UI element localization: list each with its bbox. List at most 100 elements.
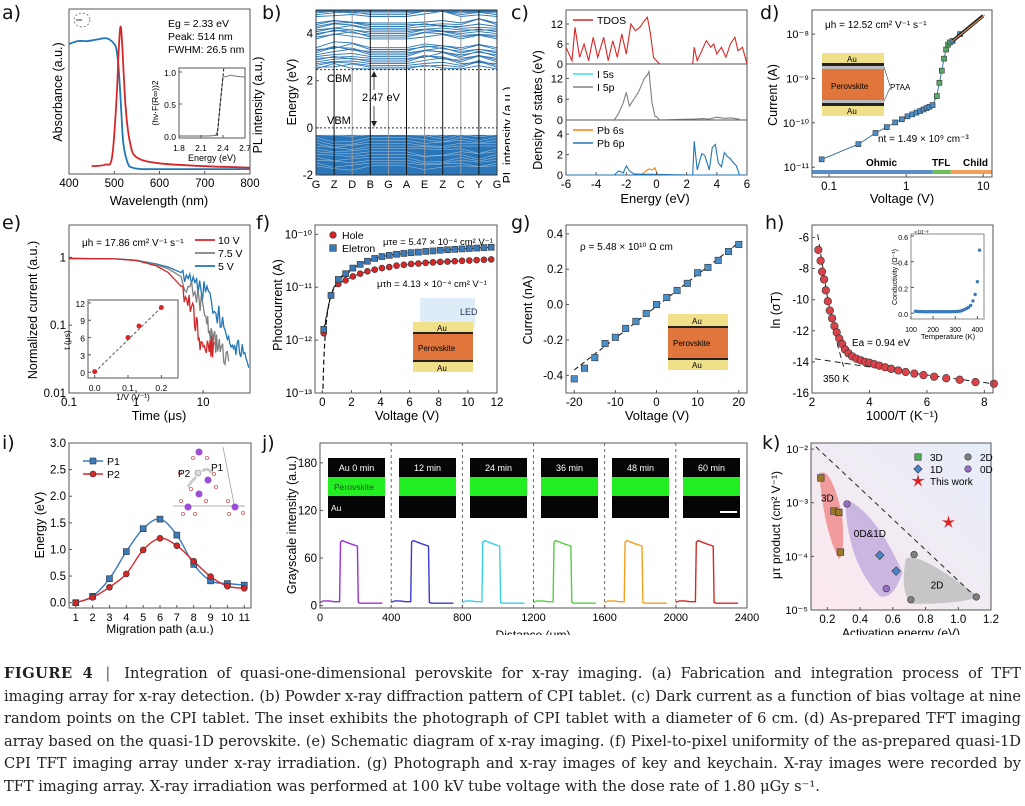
h-inset-xtick: 200	[927, 327, 939, 334]
a-annot-eg: Eg = 2.33 eV	[168, 18, 229, 30]
f-data-point-hole	[400, 261, 408, 269]
d-device-schematic: Au Perovskite PTAA Au	[822, 53, 911, 116]
g-data-point	[704, 263, 712, 271]
d-perovskite: Perovskite	[831, 82, 869, 91]
c-subplot-frame	[565, 9, 748, 65]
f-annot-electron: μτe = 5.47 × 10⁻⁴ cm² V⁻¹	[383, 237, 493, 248]
f-data-point-hole	[393, 262, 400, 270]
h-data-point	[930, 372, 939, 381]
g-data-point	[694, 269, 702, 277]
j-xtick: 800	[453, 612, 471, 624]
e-legend-label: 7.5 V	[218, 248, 243, 260]
h-annot-350k: 350 K	[823, 374, 849, 385]
f-xtick: 4	[377, 397, 384, 409]
g-data-point	[714, 256, 722, 264]
j-ytick: 180	[298, 458, 317, 470]
h-inset-point	[969, 303, 973, 308]
g-data-point	[663, 294, 671, 302]
c-xtick: 4	[714, 179, 721, 191]
chart-i: 1 2 3 4 5 6 7 8 9 10 11 0.0 0.5 1.0 1.5 2.0 2.5 3.0 Migra…	[33, 438, 252, 635]
j-pl-image: 36 min	[541, 458, 598, 518]
i-data-point-p2	[173, 542, 181, 550]
d-data-point	[938, 67, 945, 74]
j-profile-24-min	[462, 539, 525, 604]
d-region-bar-tfl	[932, 170, 951, 174]
k-region-0d1d	[845, 500, 903, 597]
f-data-point-eletron	[451, 246, 459, 253]
i-ytick: 1.5	[50, 518, 66, 530]
b-xtick: Z	[331, 179, 338, 191]
c-ytick: 4	[557, 129, 563, 141]
f-xlabel: Voltage (V)	[375, 408, 439, 423]
f-data-point-hole	[466, 257, 473, 264]
c-ytick: 2	[557, 150, 563, 162]
h-inset-xtick: 400	[972, 327, 984, 334]
c-xtick: -2	[621, 179, 631, 191]
chart-a: 400 500 600 700 800 Wavelength (nm) Absorban…	[51, 8, 260, 208]
a-inset-frame	[178, 67, 246, 139]
a-inset-xtick: 2.4	[217, 143, 229, 153]
j-image-perovskite-band	[328, 477, 385, 496]
e-annot-mobility: μh = 17.86 cm² V⁻¹ s⁻¹	[82, 238, 184, 249]
c-legend-label: I 5s	[597, 69, 614, 81]
d-region-tfl: TFL	[932, 158, 950, 169]
h-ylabel: ln (σT)	[769, 292, 783, 329]
e-inset-point	[125, 335, 131, 341]
h-inset-point	[971, 299, 975, 303]
f-data-point-hole	[473, 256, 480, 264]
f-data-point-eletron	[473, 244, 480, 252]
f-data-point-hole	[444, 258, 451, 265]
a-xlabel: Wavelength (nm)	[110, 193, 209, 208]
d-xtick: 1	[903, 181, 909, 193]
panel-label-g: g)	[511, 212, 531, 234]
j-xtick: 400	[382, 612, 400, 624]
b-xtick: Y	[475, 179, 483, 191]
d-region-bar-child	[950, 170, 992, 174]
i-ytick: 0.5	[50, 571, 66, 583]
g-data-point	[601, 339, 609, 347]
i-legend-label: P2	[107, 469, 120, 481]
a-inset-ylabel: (hν·F(R∞))2	[150, 80, 160, 126]
a-inset-xlabel: Energy (eV)	[188, 153, 236, 163]
c-ytick: 6	[557, 39, 563, 51]
i-data-point-p2	[122, 570, 130, 578]
g-xlabel: Voltage (V)	[625, 408, 689, 423]
h-data-point	[814, 245, 823, 254]
d-annot-mobility: μh = 12.52 cm² V⁻¹ s⁻¹	[825, 20, 927, 31]
i-data-point-p2	[240, 585, 248, 592]
g-ytick: -0.2	[543, 335, 563, 347]
b-pl-ylabel: PL intensity (a.u.)	[251, 57, 265, 154]
caption-separator: |	[105, 665, 111, 682]
g-ytick: 0.2	[547, 264, 563, 276]
k-legend-label: This work	[930, 477, 974, 488]
h-inset-point	[966, 305, 971, 310]
b-ytick: 0	[307, 123, 313, 135]
panel-label-e: e)	[2, 212, 22, 234]
i-ylabel: Energy (eV)	[33, 492, 47, 559]
k-data-point-3d	[817, 474, 825, 482]
i-ytick: 0.0	[50, 598, 66, 610]
h-xtick: 2	[809, 397, 815, 409]
b-ytick: 4	[307, 29, 314, 41]
g-ytick: 0.4	[547, 229, 564, 241]
k-legend-marker	[914, 453, 922, 461]
a-annot-fwhm: FWHM: 26.5 nm	[168, 44, 245, 56]
panel-label-c: c)	[511, 2, 529, 24]
d-ylabel: Current (A)	[766, 64, 780, 126]
c-legend-label: I 5p	[597, 82, 615, 94]
h-data-point	[828, 314, 837, 323]
j-pl-image: 48 min	[612, 458, 669, 518]
panel-label-k: k)	[762, 432, 781, 454]
f-data-point-eletron	[400, 250, 408, 257]
h-inset-ylabel: Conductivity (Ω⁻¹)	[892, 249, 899, 305]
j-pl-image: Au 0 min Perovskite Au	[328, 458, 385, 518]
a-series-pl	[91, 25, 251, 169]
g-data-point	[581, 364, 589, 372]
c-subplot-frame	[565, 119, 748, 176]
g-data-point	[591, 354, 599, 362]
i-data-point-p2	[156, 534, 164, 542]
i-xtick: 9	[207, 612, 213, 624]
f-ytick: 10⁻¹²	[285, 335, 312, 347]
d-data-point	[883, 124, 890, 130]
k-ytick: 10⁻²	[786, 444, 808, 456]
